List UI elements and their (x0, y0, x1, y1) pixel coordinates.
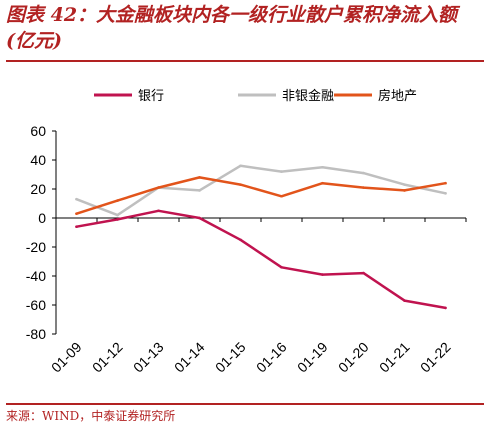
data-point (321, 181, 324, 185)
data-point (403, 189, 406, 192)
y-tick-label: -80 (26, 326, 46, 342)
footer-divider (6, 403, 484, 405)
x-tick-label: 01-15 (212, 339, 249, 376)
data-point (157, 186, 160, 189)
data-point (75, 197, 78, 201)
data-point (75, 212, 78, 215)
y-tick-label: -60 (26, 297, 46, 313)
data-point (280, 170, 283, 173)
data-point (444, 181, 447, 185)
data-point (403, 183, 406, 186)
data-point (444, 192, 447, 195)
title-divider (6, 60, 484, 62)
x-tick-label: 01-09 (48, 339, 85, 376)
data-point (198, 216, 201, 220)
series-line-2 (75, 176, 447, 215)
data-point (239, 238, 242, 242)
y-axis: 60 40 20 0 -20 -40 -60 -80 (26, 123, 57, 342)
legend-label: 银行 (138, 89, 164, 104)
data-point (280, 266, 283, 269)
y-tick-label: 0 (38, 210, 46, 226)
data-point (362, 171, 365, 175)
y-tick-label: -40 (26, 268, 46, 284)
series-line-1 (75, 164, 447, 217)
y-tick-label: 40 (30, 152, 46, 168)
legend: 银行 非银金融 房地产 (94, 88, 417, 104)
data-point (403, 299, 406, 302)
x-tick-label: 01-19 (294, 339, 331, 376)
series-line-0 (75, 209, 447, 310)
x-axis: 01-09 01-12 01-13 01-14 01-15 01-16 01-19 01-20… (48, 217, 467, 376)
data-point (362, 186, 365, 189)
data-point (116, 199, 119, 202)
y-tick-label: -20 (26, 239, 46, 255)
x-tick-label: 01-14 (171, 339, 208, 376)
data-point (444, 306, 447, 310)
chart-title: 图表 42：大金融板块内各一级行业散户累积净流入额(亿元) (6, 4, 458, 52)
x-tick-label: 01-21 (376, 339, 413, 376)
source-note: 来源：WIND，中泰证券研究所 (6, 409, 176, 423)
data-point (362, 271, 365, 275)
x-tick-label: 01-12 (89, 339, 126, 376)
data-point (239, 183, 242, 186)
data-point (321, 273, 324, 276)
x-tick-label: 01-22 (417, 339, 454, 376)
x-tick-label: 01-16 (253, 339, 290, 376)
x-tick-label: 01-20 (335, 339, 372, 376)
data-point (321, 165, 324, 169)
data-point (157, 209, 160, 213)
data-point (116, 213, 119, 217)
legend-label: 非银金融 (282, 88, 334, 104)
data-point (239, 164, 242, 168)
data-point (198, 189, 201, 192)
data-point (198, 176, 201, 179)
y-tick-label: 20 (30, 181, 46, 197)
data-point (75, 225, 78, 228)
series-lines (75, 164, 447, 310)
legend-label: 房地产 (378, 88, 417, 104)
data-point (280, 194, 283, 198)
y-tick-label: 60 (30, 123, 46, 139)
x-tick-label: 01-13 (130, 339, 167, 376)
data-point (116, 218, 119, 221)
